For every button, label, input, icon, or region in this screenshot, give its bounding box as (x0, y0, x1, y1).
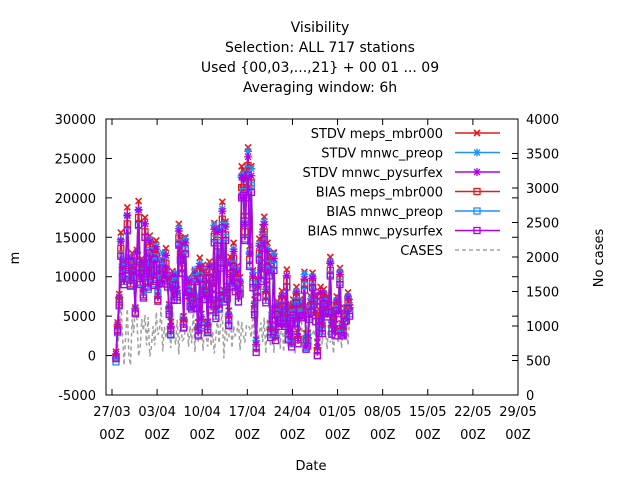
data-point (218, 207, 226, 215)
x-tick-label-hour: 00Z (460, 428, 486, 443)
data-point (260, 221, 268, 229)
y-tick-label: 10000 (55, 271, 96, 286)
y2-tick-label: 0 (526, 389, 534, 404)
y-axis-label: m (8, 252, 23, 265)
x-tick-label-hour: 00Z (280, 428, 306, 443)
y2-tick-label: 1000 (526, 320, 559, 335)
data-point (123, 211, 131, 219)
x-tick-label-hour: 00Z (144, 428, 170, 443)
x-tick-label-date: 24/04 (274, 405, 311, 420)
x-tick-label-hour: 00Z (235, 428, 261, 443)
y-tick-label: 5000 (63, 310, 96, 325)
x-tick-label-hour: 00Z (325, 428, 351, 443)
legend-label: STDV mnwc_preop (321, 147, 443, 162)
legend-label: BIAS mnwc_preop (326, 205, 443, 220)
data-point (135, 206, 143, 214)
x-tick-label-date: 22/05 (454, 405, 491, 420)
legend-marker (473, 168, 481, 176)
y-tick-label: 25000 (55, 152, 96, 167)
legend-label: BIAS meps_mbr000 (316, 186, 443, 201)
x-tick-label-date: 08/05 (364, 405, 401, 420)
y2-tick-label: 1500 (526, 286, 559, 301)
data-point (244, 153, 252, 161)
y-tick-label: 15000 (55, 231, 96, 246)
legend-label: BIAS mnwc_pysurfex (307, 225, 443, 240)
x-tick-label-hour: 00Z (99, 428, 125, 443)
y-tick-label: 30000 (55, 113, 96, 128)
x-tick-label-date: 27/03 (93, 405, 130, 420)
legend: STDV meps_mbr000 STDV mnwc_preop STDV mnwc… (302, 127, 500, 259)
y2-tick-label: 2000 (526, 251, 559, 266)
x-tick-label-date: 17/04 (229, 405, 266, 420)
x-tick-label-hour: 00Z (370, 428, 396, 443)
data-point (230, 247, 238, 255)
data-point (117, 237, 125, 245)
x-tick-label-date: 03/04 (138, 405, 175, 420)
data-point (326, 259, 334, 267)
y2-tick-label: 4000 (526, 113, 559, 128)
x-axis-label: Date (295, 459, 326, 474)
y2-tick-label: 3000 (526, 182, 559, 197)
x-tick-label-date: 01/05 (319, 405, 356, 420)
legend-marker (473, 149, 481, 157)
x-tick-label-hour: 00Z (505, 428, 531, 443)
y-tick-label: 0 (88, 350, 96, 365)
y2-tick-label: 3500 (526, 148, 559, 163)
y2-tick-label: 500 (526, 355, 551, 370)
x-tick-label-date: 29/05 (499, 405, 536, 420)
x-tick-label-hour: 00Z (415, 428, 441, 443)
legend-label: STDV mnwc_pysurfex (302, 166, 443, 181)
data-point (175, 227, 183, 235)
y-tick-label: 20000 (55, 192, 96, 207)
x-tick-label-date: 10/04 (183, 405, 220, 420)
y2-axis-label: No cases (592, 229, 607, 288)
legend-label: CASES (400, 244, 443, 259)
legend-label: STDV meps_mbr000 (311, 127, 443, 142)
y-tick-label: -5000 (58, 389, 96, 404)
y2-tick-label: 2500 (526, 217, 559, 232)
x-tick-label-date: 15/05 (409, 405, 446, 420)
x-tick-label-hour: 00Z (189, 428, 215, 443)
